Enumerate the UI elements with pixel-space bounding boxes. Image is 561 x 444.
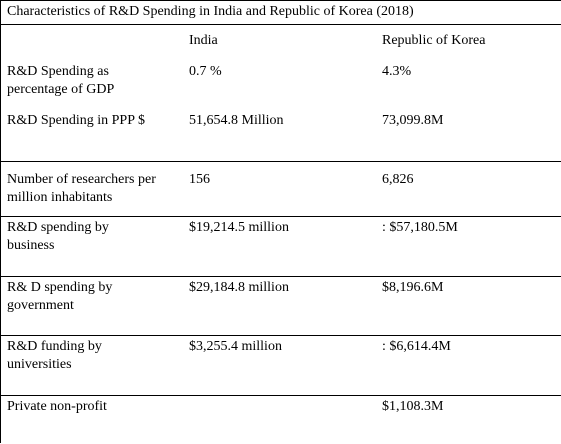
india-value: 51,654.8 Million: [189, 113, 284, 128]
table-row: Number of researchers per million inhabi…: [1, 162, 561, 217]
india-value: $3,255.4 million: [189, 339, 282, 354]
table-row-block: [1, 25, 561, 162]
korea-value: 6,826: [382, 172, 414, 187]
korea-value: : $6,614.4M: [382, 339, 451, 354]
india-value: 156: [189, 172, 210, 187]
korea-value: $8,196.6M: [382, 280, 444, 295]
india-value: 0.7 %: [189, 64, 222, 79]
table-title-row: Characteristics of R&D Spending in India…: [1, 1, 561, 25]
india-value: $19,214.5 million: [189, 220, 289, 235]
korea-value: 4.3%: [382, 64, 412, 79]
row-label: R&D Spending in PPP $: [7, 113, 145, 128]
row-label: R&D spending by business: [7, 220, 109, 253]
table-row: R&D Spending as percentage of GDP 0.7 % …: [1, 63, 561, 101]
row-label: Private non-profit: [7, 399, 107, 414]
column-header-india: India: [189, 33, 218, 48]
row-label: R&D funding by universities: [7, 339, 102, 372]
table-row: Private non-profit $1,108.3M: [1, 396, 561, 444]
table-row: R&D spending by business $19,214.5 milli…: [1, 217, 561, 277]
table-row: R&D funding by universities $3,255.4 mil…: [1, 336, 561, 396]
korea-value: $1,108.3M: [382, 399, 444, 414]
table-row: R&D Spending in PPP $ 51,654.8 Million 7…: [1, 112, 561, 132]
korea-value: : $57,180.5M: [382, 220, 458, 235]
row-label: Number of researchers per million inhabi…: [7, 172, 156, 205]
row-label: R& D spending by government: [7, 280, 113, 313]
india-value: $29,184.8 million: [189, 280, 289, 295]
column-header-korea: Republic of Korea: [382, 33, 486, 48]
korea-value: 73,099.8M: [382, 113, 444, 128]
row-label: R&D Spending as percentage of GDP: [7, 64, 115, 97]
table-title: Characteristics of R&D Spending in India…: [7, 4, 414, 19]
table-row: R& D spending by government $29,184.8 mi…: [1, 277, 561, 336]
